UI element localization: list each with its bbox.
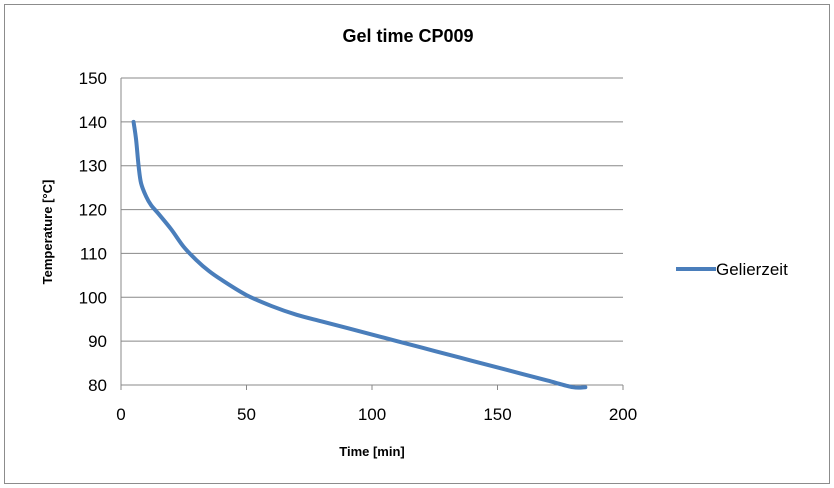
- x-tick-label: 100: [358, 405, 386, 424]
- y-tick-label: 110: [80, 244, 107, 263]
- y-tick-label: 100: [79, 288, 107, 307]
- chart-title: Gel time CP009: [342, 26, 473, 46]
- legend: Gelierzeit: [676, 260, 788, 279]
- y-axis-title: Temperature [°C]: [40, 180, 55, 285]
- y-tick-label: 120: [79, 201, 107, 220]
- x-tick-label: 50: [237, 405, 256, 424]
- y-tick-label: 80: [88, 376, 107, 395]
- grid: [120, 77, 624, 390]
- y-tick-label: 140: [79, 113, 107, 132]
- x-tick-label: 150: [483, 405, 511, 424]
- y-tick-labels: 80 90 100 110 120 130 140 150: [79, 69, 107, 395]
- x-tick-labels: 0 50 100 150 200: [116, 405, 637, 424]
- chart-area: [4, 4, 830, 484]
- y-tick-label: 130: [79, 157, 107, 176]
- x-tick-label: 0: [116, 405, 125, 424]
- series-line-gelierzeit: [131, 119, 588, 390]
- y-tick-label: 150: [79, 69, 107, 88]
- y-tick-label: 90: [88, 332, 107, 351]
- x-axis-title: Time [min]: [339, 444, 405, 459]
- legend-label-gelierzeit: Gelierzeit: [716, 260, 788, 279]
- x-tick-label: 200: [609, 405, 637, 424]
